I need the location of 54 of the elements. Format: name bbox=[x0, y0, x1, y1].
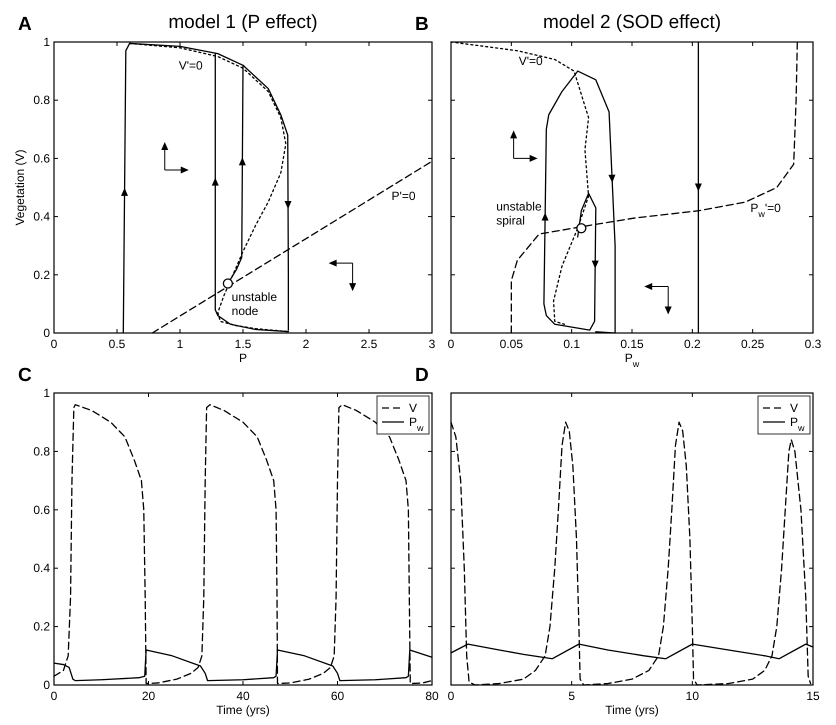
x-tick-label: 0.05 bbox=[500, 337, 524, 351]
y-tick-label: 0.2 bbox=[33, 268, 50, 282]
x-tick-label: 0.1 bbox=[563, 337, 580, 351]
x-tick-label: 2.5 bbox=[360, 337, 378, 351]
annotation: P$_{w}$'=0 bbox=[750, 200, 782, 219]
y-tick-label: 0.2 bbox=[33, 620, 50, 634]
y-tick-label: 1 bbox=[43, 386, 50, 400]
x-tick-label: 0.15 bbox=[620, 337, 644, 351]
y-tick-label: 0.8 bbox=[33, 93, 50, 108]
y-tick-label: 0.4 bbox=[33, 561, 50, 576]
x-tick-label: 0.5 bbox=[108, 337, 126, 351]
y-tick-label: 0.4 bbox=[33, 210, 50, 224]
x-tick-label: 0.2 bbox=[684, 337, 701, 351]
y-tick-label: 0.8 bbox=[33, 444, 50, 458]
x-tick-label: 1 bbox=[176, 337, 184, 351]
text: B bbox=[415, 14, 429, 35]
x-tick-label: 80 bbox=[425, 689, 439, 703]
annotation: P'=0 bbox=[392, 189, 416, 204]
x-tick-label: 2 bbox=[302, 337, 310, 351]
x-tick-label: 15 bbox=[806, 689, 820, 703]
legend-label: V bbox=[409, 401, 418, 415]
x-tick-label: 3 bbox=[428, 337, 436, 351]
x-tick-label: 1.5 bbox=[234, 337, 252, 351]
y-tick-label: 1 bbox=[43, 35, 50, 49]
x-tick-label: 5 bbox=[568, 689, 576, 703]
text: D bbox=[415, 365, 429, 386]
x-axis-title: Time (yrs) bbox=[216, 703, 270, 717]
x-tick-label: 0 bbox=[448, 689, 455, 703]
y-tick-label: 0.6 bbox=[33, 502, 50, 517]
legend-label: P$_{w}$ bbox=[790, 415, 806, 433]
text: C bbox=[18, 365, 32, 386]
chart-title: model 2 (SOD effect) bbox=[542, 12, 722, 33]
x-axis-title: P bbox=[238, 351, 248, 365]
annotation: unstable node bbox=[232, 290, 278, 318]
legend-label: V bbox=[790, 401, 798, 415]
x-tick-label: 60 bbox=[330, 689, 344, 703]
legend-label: P$_{w}$ bbox=[409, 415, 424, 433]
x-tick-label: 10 bbox=[686, 689, 700, 703]
x-tick-label: 20 bbox=[142, 689, 156, 703]
y-axis-title: Vegetation (V) bbox=[13, 149, 27, 226]
x-axis-title: P$_{w}$ bbox=[624, 351, 640, 369]
annotation: unstable spiral bbox=[496, 200, 542, 228]
x-axis-title: Time (yrs) bbox=[605, 703, 659, 717]
annotation: V'=0 bbox=[178, 58, 204, 72]
y-tick-label: 0 bbox=[43, 678, 50, 692]
x-tick-label: 0.3 bbox=[804, 337, 822, 351]
y-tick-label: 0.6 bbox=[33, 151, 50, 166]
x-tick-label: 40 bbox=[236, 689, 250, 703]
y-tick-label: 0 bbox=[43, 326, 50, 340]
x-tick-label: 0.25 bbox=[740, 337, 765, 351]
chart-title: model 1 (P effect) bbox=[168, 12, 318, 33]
x-tick-label: 0 bbox=[448, 337, 455, 351]
annotation: V'=0 bbox=[518, 54, 543, 68]
text: A bbox=[18, 14, 32, 35]
